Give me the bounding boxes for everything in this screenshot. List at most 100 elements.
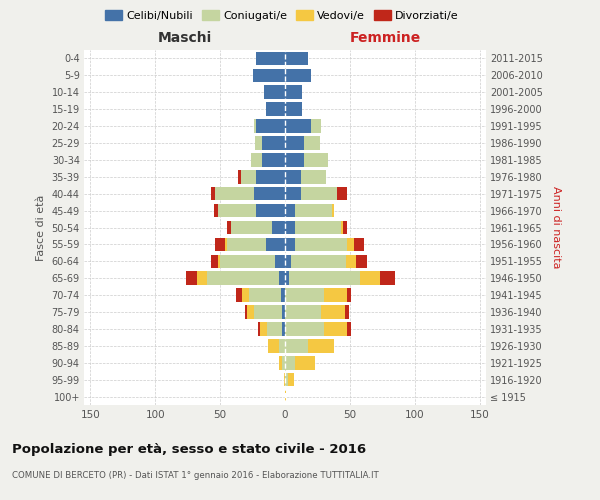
Bar (278, 339, 285, 352)
Bar (256, 204, 285, 218)
Bar (226, 238, 227, 251)
Bar (284, 373, 285, 386)
Bar (197, 272, 207, 285)
Bar (260, 322, 267, 336)
Bar (380, 272, 395, 285)
Bar (236, 288, 242, 302)
Bar (322, 306, 344, 319)
Bar (268, 339, 278, 352)
Legend: Celibi/Nubili, Coniugati/e, Vedovi/e, Divorziati/e: Celibi/Nubili, Coniugati/e, Vedovi/e, Di… (101, 6, 463, 25)
Bar (230, 220, 272, 234)
Bar (344, 306, 349, 319)
Y-axis label: Fasce di età: Fasce di età (36, 194, 46, 260)
Bar (285, 272, 289, 285)
Bar (285, 204, 295, 218)
Bar (227, 220, 230, 234)
Bar (341, 220, 343, 234)
Bar (266, 102, 285, 116)
Bar (272, 220, 285, 234)
Bar (347, 288, 351, 302)
Bar (211, 187, 215, 200)
Bar (285, 52, 308, 65)
Y-axis label: Anni di nascita: Anni di nascita (551, 186, 562, 269)
Bar (295, 204, 332, 218)
Text: Maschi: Maschi (157, 31, 212, 45)
Bar (266, 238, 285, 251)
Bar (214, 204, 218, 218)
Text: Femmine: Femmine (350, 31, 421, 45)
Bar (248, 288, 281, 302)
Bar (238, 170, 241, 183)
Bar (254, 120, 256, 133)
Bar (285, 339, 308, 352)
Bar (285, 220, 295, 234)
Bar (285, 153, 304, 166)
Bar (278, 272, 285, 285)
Bar (242, 288, 248, 302)
Bar (295, 220, 341, 234)
Bar (218, 204, 256, 218)
Bar (275, 254, 285, 268)
Bar (285, 322, 324, 336)
Bar (253, 68, 285, 82)
Bar (285, 238, 295, 251)
Bar (283, 356, 285, 370)
Bar (283, 322, 285, 336)
Bar (343, 220, 347, 234)
Bar (285, 373, 287, 386)
Bar (262, 153, 285, 166)
Bar (287, 373, 294, 386)
Bar (347, 238, 354, 251)
Bar (278, 356, 283, 370)
Bar (215, 238, 226, 251)
Bar (356, 254, 367, 268)
Bar (285, 288, 324, 302)
Bar (285, 187, 301, 200)
Bar (285, 306, 322, 319)
Bar (251, 153, 262, 166)
Bar (247, 306, 254, 319)
Bar (262, 136, 285, 149)
Bar (295, 238, 347, 251)
Bar (207, 272, 278, 285)
Bar (258, 322, 260, 336)
Bar (254, 306, 283, 319)
Bar (220, 254, 275, 268)
Bar (285, 68, 311, 82)
Bar (215, 187, 254, 200)
Bar (187, 272, 197, 285)
Bar (256, 120, 285, 133)
Bar (292, 254, 346, 268)
Bar (346, 254, 356, 268)
Bar (267, 322, 283, 336)
Bar (337, 187, 347, 200)
Bar (308, 339, 334, 352)
Bar (254, 187, 285, 200)
Bar (285, 170, 301, 183)
Bar (241, 170, 256, 183)
Bar (324, 322, 347, 336)
Bar (332, 204, 334, 218)
Bar (304, 136, 320, 149)
Bar (295, 356, 315, 370)
Bar (285, 86, 302, 99)
Bar (218, 254, 220, 268)
Bar (285, 390, 286, 404)
Bar (301, 170, 326, 183)
Bar (256, 170, 285, 183)
Bar (227, 238, 266, 251)
Bar (285, 120, 311, 133)
Bar (304, 153, 328, 166)
Bar (211, 254, 218, 268)
Bar (285, 254, 292, 268)
Bar (324, 288, 347, 302)
Bar (360, 272, 380, 285)
Text: Popolazione per età, sesso e stato civile - 2016: Popolazione per età, sesso e stato civil… (12, 442, 366, 456)
Bar (281, 288, 285, 302)
Text: COMUNE DI BERCETO (PR) - Dati ISTAT 1° gennaio 2016 - Elaborazione TUTTITALIA.IT: COMUNE DI BERCETO (PR) - Dati ISTAT 1° g… (12, 471, 379, 480)
Bar (285, 102, 302, 116)
Bar (264, 86, 285, 99)
Bar (289, 272, 360, 285)
Bar (347, 322, 351, 336)
Bar (285, 136, 304, 149)
